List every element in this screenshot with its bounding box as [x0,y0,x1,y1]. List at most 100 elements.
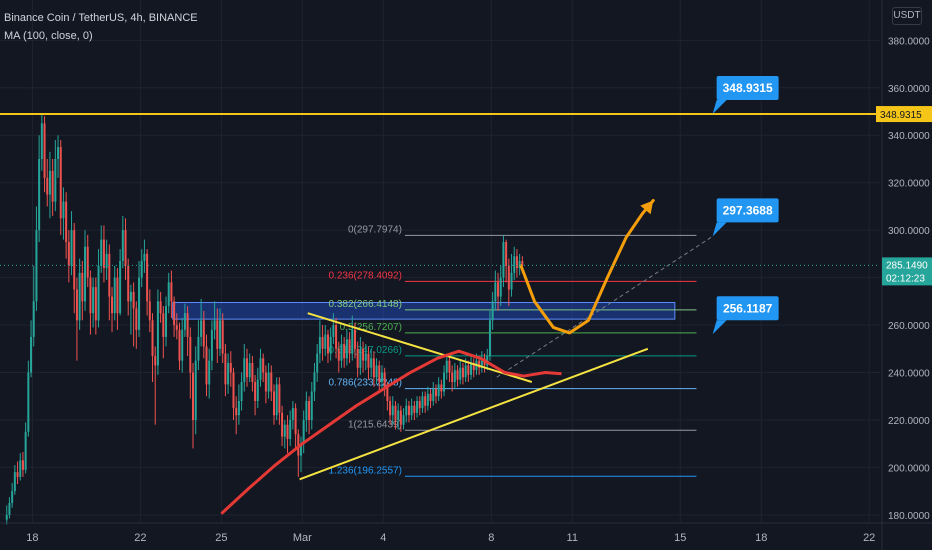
candle-body [515,256,518,269]
callout-label: 297.3688 [723,203,773,217]
triangle-upper-trendline[interactable] [307,312,533,383]
symbol-title[interactable]: Binance Coin / TetherUS, 4h, BINANCE [4,12,198,24]
candle-body [132,291,135,309]
candle-body [75,289,78,321]
candle-body [491,301,494,321]
candle-body [459,367,462,380]
candle-body [162,313,165,337]
triangle-lower-trendline[interactable] [299,347,649,481]
candle-body [272,391,275,416]
candle-body [453,370,456,383]
candle-body [513,256,516,273]
candle-body [205,346,208,385]
candle-body [467,365,470,375]
resistance-price-badge[interactable] [876,106,932,123]
candle-body [40,123,43,159]
zone-rectangle[interactable] [172,302,676,320]
candle-body [410,405,413,416]
y-tick-label: 200.0000 [888,463,930,474]
candle-body [518,261,521,269]
dashed-trendline[interactable] [496,235,713,378]
candle-body [84,246,87,302]
candle-body [94,287,97,321]
candle-body [232,372,235,409]
candle-body [402,415,405,425]
candle-body [97,265,100,321]
candle-body [65,201,68,243]
candle-body [213,320,216,330]
candle-body [286,424,289,439]
candle-body [146,253,149,302]
fib-level-label: 1.236(196.2557) [329,465,402,476]
fibonacci-retracement[interactable]: 0(297.7974) 0.236(278.4092) 0.382(266.4148… [329,224,697,477]
candle-body [429,393,432,401]
candle-body [202,320,205,347]
candle-body [348,339,351,354]
candle-body [237,400,240,416]
candle-body [70,230,73,266]
candle-body [291,408,294,420]
candle-body [32,301,35,337]
candle-body [19,460,22,477]
callout-pointer-icon [712,100,727,115]
candle-body [324,334,327,349]
candle-body [8,503,11,515]
callout-box[interactable] [716,76,779,101]
price-axis[interactable]: 180.0000 200.0000 220.0000 240.0000 260.0000… [876,0,932,550]
fib-level-label: 0.786(233.2248) [329,378,402,389]
candle-body [240,382,243,401]
candle-body [256,379,259,401]
candle-body [127,265,130,302]
candle-body [370,358,373,368]
time-axis[interactable]: 18 22 25 Mar 4 8 11 15 18 22 [0,522,932,544]
callout-box[interactable] [716,296,779,321]
projected-path[interactable] [519,198,655,335]
x-tick-label: 22 [863,532,875,544]
candle-body [326,334,329,354]
fib-level-label: 1(215.6439) [348,419,402,430]
support-zone[interactable] [172,302,676,320]
grid-lines [0,0,880,522]
candle-body [367,353,370,368]
candle-body [445,360,448,373]
candle-body [186,313,189,337]
callout-box[interactable] [716,198,779,223]
candle-body [310,391,313,420]
candle-body [5,514,8,520]
indicator-legend[interactable]: MA (100, close, 0) [4,30,93,42]
x-tick-label: Mar [293,532,312,544]
callout-label: 348.9315 [723,81,773,95]
candle-countdown-label: 02:12:23 [886,273,925,284]
candle-body [386,386,389,401]
candle-body [364,353,367,361]
candle-body [418,400,421,409]
candle-body [353,329,356,349]
candle-body [505,242,508,266]
fib-level-label: 0.5(256.7207) [340,322,402,333]
callout-pointer-icon [712,222,727,237]
candle-body [221,320,224,354]
drawing-overlays[interactable] [0,113,880,515]
candle-body [399,410,402,425]
candle-body [121,230,124,261]
current-price-badge[interactable] [882,257,932,286]
candle-body [27,372,30,432]
candle-body [497,282,500,297]
candle-body [380,372,383,383]
x-tick-label: 4 [380,532,386,544]
candle-body [67,242,70,266]
x-tick-label: 15 [674,532,686,544]
currency-unit-label[interactable]: USDT [892,7,922,25]
candle-body [210,329,213,361]
candle-body [383,372,386,387]
price-callouts[interactable]: 348.9315 297.3688 256.1187 [712,76,779,335]
candle-body [434,389,437,397]
candle-body [248,363,251,378]
candle-body [38,158,41,231]
candle-body [510,272,513,290]
x-tick-label: 25 [215,532,227,544]
candle-body [254,382,257,401]
candle-body [197,336,200,361]
x-tick-label: 11 [567,532,578,544]
